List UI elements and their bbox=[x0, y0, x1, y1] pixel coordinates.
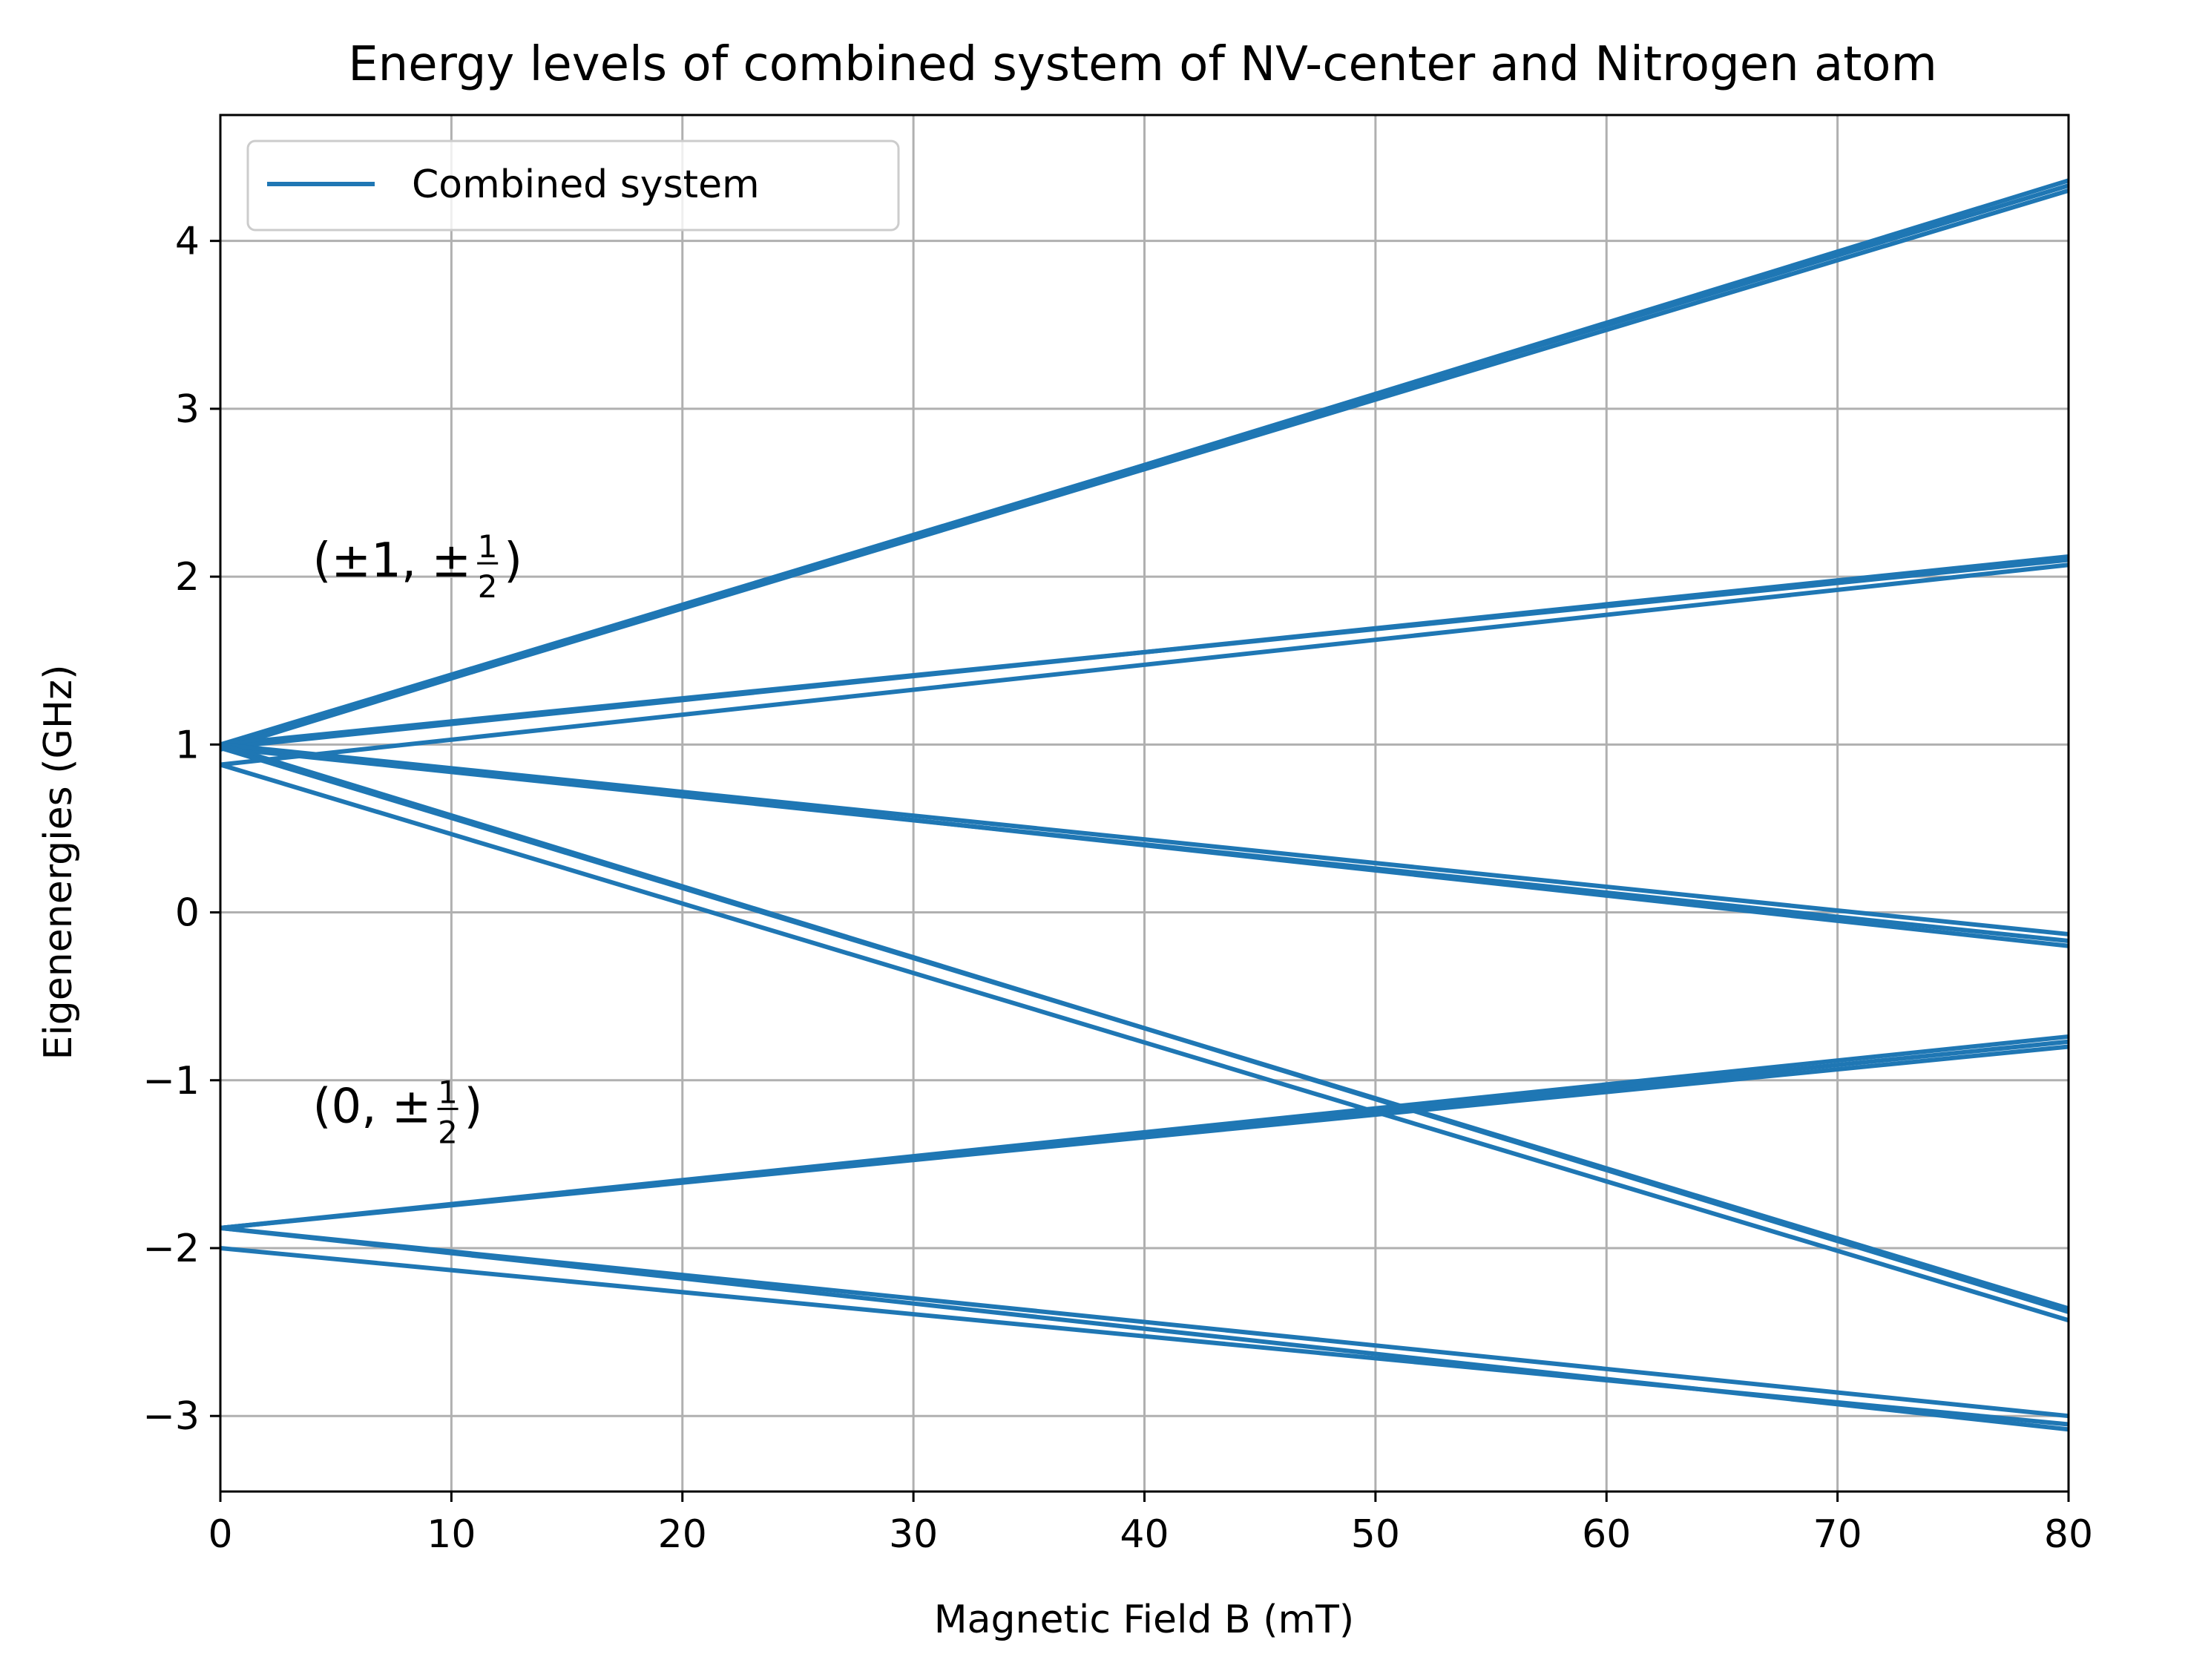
x-tick-label-7: 70 bbox=[1813, 1512, 1862, 1557]
annotation-0: (±1, ±12) bbox=[313, 528, 523, 605]
y-tick-label-0: −3 bbox=[142, 1394, 200, 1439]
annotation-fraction-numerator-1: 1 bbox=[438, 1074, 458, 1110]
annotation-text-1: (0, ± bbox=[313, 1079, 432, 1134]
series-line-11 bbox=[220, 745, 2069, 1311]
legend: Combined system bbox=[246, 140, 900, 232]
x-tick-label-8: 80 bbox=[2044, 1512, 2093, 1557]
y-axis-ticks: −3 −2 −1 0 1 2 3 4 bbox=[142, 220, 220, 1439]
legend-label-combined-system: Combined system bbox=[412, 163, 760, 207]
x-axis-ticks: 0 10 20 30 40 50 60 70 80 bbox=[208, 1492, 2093, 1557]
x-tick-label-2: 20 bbox=[658, 1512, 707, 1557]
x-tick-label-5: 50 bbox=[1351, 1512, 1400, 1557]
y-axis-label: Eigenenergies (GHz) bbox=[36, 665, 81, 1060]
series-line-9 bbox=[220, 762, 2069, 1323]
y-tick-label-1: −2 bbox=[142, 1227, 200, 1271]
y-tick-label-4: 1 bbox=[175, 723, 200, 767]
x-tick-label-3: 30 bbox=[889, 1512, 938, 1557]
series-line-5 bbox=[220, 554, 2069, 750]
chart-title: Energy levels of combined system of NV-c… bbox=[348, 37, 1937, 92]
x-tick-label-6: 60 bbox=[1582, 1512, 1631, 1557]
series-line-2 bbox=[220, 178, 2069, 752]
legend-box bbox=[246, 140, 900, 232]
annotation-1: (0, ±1 2) bbox=[313, 1074, 483, 1150]
y-tick-label-5: 2 bbox=[175, 555, 200, 600]
series-line-8 bbox=[220, 742, 2069, 948]
annotation-text-0: (±1, ± bbox=[313, 534, 472, 588]
series-line-17 bbox=[220, 1225, 2069, 1432]
series-line-4 bbox=[220, 562, 2069, 767]
annotation-fraction-numerator-0: 1 bbox=[478, 528, 498, 565]
x-tick-label-1: 10 bbox=[427, 1512, 476, 1557]
y-tick-label-7: 4 bbox=[175, 220, 200, 264]
y-tick-label-2: −1 bbox=[142, 1059, 200, 1103]
x-axis-label: Magnetic Field B (mT) bbox=[934, 1598, 1354, 1642]
y-tick-label-6: 3 bbox=[175, 387, 200, 432]
x-tick-label-0: 0 bbox=[208, 1512, 232, 1557]
x-tick-label-4: 40 bbox=[1120, 1512, 1169, 1557]
annotation-fraction-denominator-1: 2 bbox=[438, 1114, 458, 1150]
annotation-text-close-1: ) bbox=[464, 1079, 483, 1134]
series-lines bbox=[220, 178, 2069, 1432]
y-tick-label-3: 0 bbox=[175, 891, 200, 936]
annotation-fraction-denominator-0: 2 bbox=[478, 568, 498, 605]
annotations: (±1, ±12)(0, ±12) bbox=[313, 528, 523, 1150]
series-line-14 bbox=[220, 1034, 2069, 1230]
annotation-text-close-0: ) bbox=[504, 534, 522, 588]
